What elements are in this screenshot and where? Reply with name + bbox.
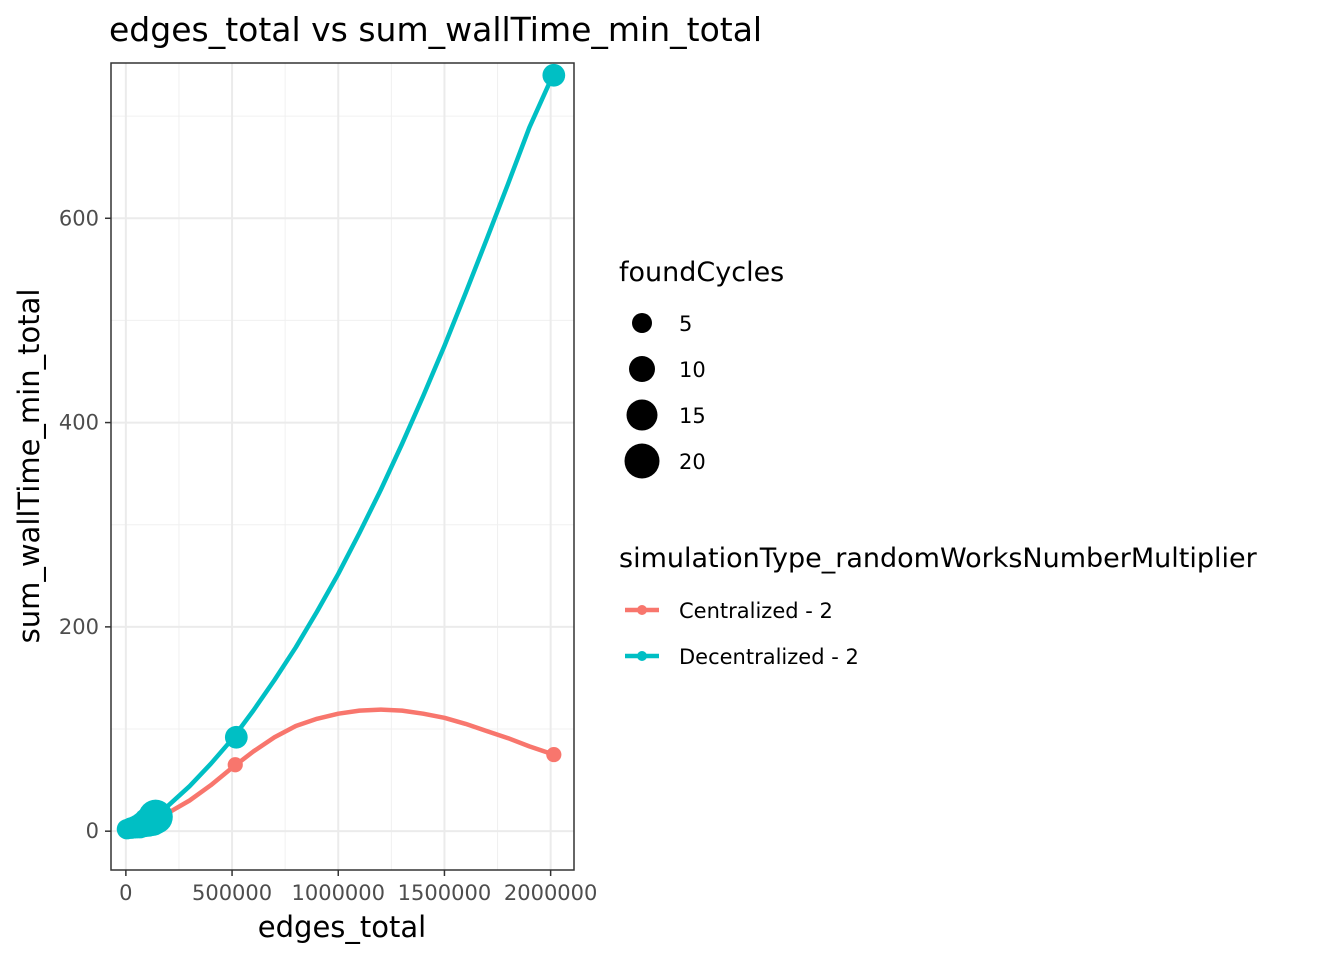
data-point [224, 725, 248, 749]
x-tick-label: 0 [119, 881, 132, 905]
color-legend-title: simulationType_randomWorksNumberMultipli… [619, 543, 1258, 574]
color-legend-point [637, 605, 647, 615]
panel-background [111, 63, 574, 870]
y-tick-label: 200 [59, 615, 99, 639]
y-tick-label: 600 [59, 206, 99, 230]
x-tick-label: 1000000 [291, 881, 385, 905]
x-axis-title: edges_total [258, 910, 426, 944]
x-tick-label: 1500000 [398, 881, 492, 905]
size-legend-label: 10 [679, 358, 706, 382]
size-legend-title: foundCycles [619, 257, 784, 288]
size-legend-label: 15 [679, 404, 706, 428]
color-legend-point [637, 651, 647, 661]
size-legend-key [629, 356, 655, 382]
data-point [546, 746, 562, 763]
y-axis: 0 200 400 600 [59, 206, 111, 843]
size-legend-label: 20 [679, 450, 706, 474]
series-line [123, 70, 557, 834]
color-legend-entries: Centralized - 2 Decentralized - 2 [625, 599, 859, 669]
panel-border [110, 62, 575, 871]
y-axis-title: sum_wallTime_min_total [12, 289, 46, 644]
x-tick-label: 2000000 [504, 881, 598, 905]
color-legend: simulationType_randomWorksNumberMultipli… [619, 543, 1258, 669]
color-legend-label: Centralized - 2 [679, 599, 833, 623]
size-legend-key [624, 443, 660, 479]
data-point [542, 63, 566, 87]
x-axis: 0 500000 1000000 1500000 2000000 [119, 870, 597, 905]
series-layer [116, 63, 566, 840]
size-legend-key [632, 313, 652, 333]
color-legend-label: Decentralized - 2 [679, 645, 859, 669]
plot-panel [110, 62, 575, 871]
data-point [227, 757, 243, 773]
y-tick-label: 400 [59, 411, 99, 435]
x-tick-label: 500000 [192, 881, 272, 905]
size-legend-key [626, 399, 658, 431]
size-legend: foundCycles 5 10 15 20 [619, 257, 784, 479]
size-legend-entries: 5 10 15 20 [624, 312, 706, 479]
series-2 [116, 63, 566, 840]
size-legend-label: 5 [679, 312, 692, 336]
series-line [123, 707, 557, 831]
y-tick-label: 0 [86, 819, 99, 843]
data-point [138, 799, 173, 835]
chart-title: edges_total vs sum_wallTime_min_total [109, 10, 762, 49]
